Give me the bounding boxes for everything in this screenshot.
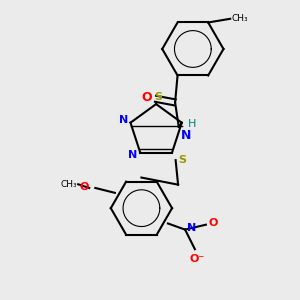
Text: O⁻: O⁻	[190, 254, 205, 264]
Text: CH₃: CH₃	[60, 180, 77, 189]
Text: N: N	[128, 150, 138, 160]
Text: H: H	[188, 119, 196, 130]
Text: CH₃: CH₃	[231, 14, 248, 23]
Text: N: N	[181, 129, 192, 142]
Text: S: S	[178, 155, 186, 165]
Text: O: O	[142, 91, 152, 104]
Text: O: O	[80, 182, 89, 192]
Text: N: N	[118, 115, 128, 125]
Text: O: O	[208, 218, 218, 229]
Text: S: S	[154, 92, 163, 102]
Text: N: N	[187, 224, 196, 233]
